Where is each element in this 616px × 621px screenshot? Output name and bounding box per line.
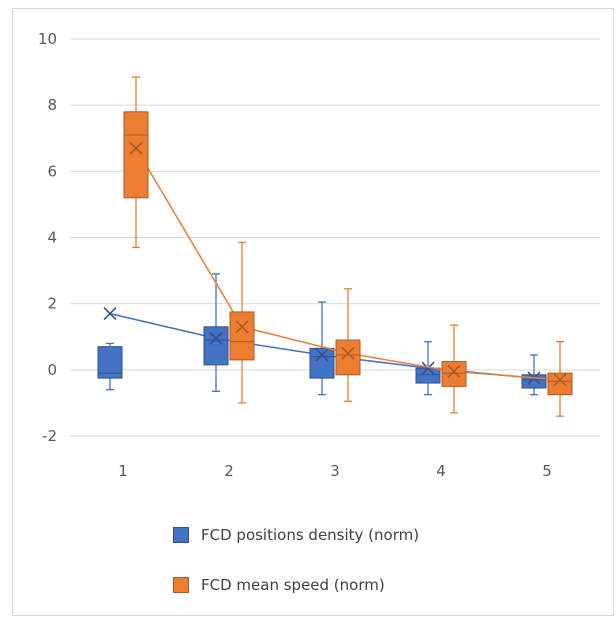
mean-marker — [341, 346, 355, 360]
y-tick-label: 8 — [47, 96, 57, 114]
mean-marker — [209, 331, 223, 345]
y-tick-label: 6 — [47, 162, 57, 180]
x-tick-label: 2 — [224, 462, 234, 480]
mean-marker — [103, 307, 117, 321]
x-tick-label: 5 — [542, 462, 552, 480]
mean-marker — [315, 348, 329, 362]
y-tick-label: -2 — [42, 427, 57, 445]
box — [441, 361, 467, 387]
y-tick-label: 10 — [38, 30, 57, 48]
y-tick-label: 2 — [47, 295, 57, 313]
legend: FCD positions density (norm) FCD mean sp… — [173, 521, 419, 621]
y-tick-label: 0 — [47, 361, 57, 379]
box — [547, 372, 573, 396]
mean-marker — [235, 320, 249, 334]
legend-label-density: FCD positions density (norm) — [201, 526, 420, 544]
box — [335, 339, 361, 376]
mean-marker — [553, 373, 567, 387]
legend-item-density: FCD positions density (norm) — [173, 521, 419, 549]
legend-swatch-density — [173, 527, 189, 543]
x-tick-label: 3 — [330, 462, 340, 480]
box — [415, 367, 441, 384]
legend-label-speed: FCD mean speed (norm) — [201, 576, 385, 594]
box — [309, 347, 335, 379]
legend-swatch-speed — [173, 577, 189, 593]
x-tick-label: 1 — [118, 462, 128, 480]
box — [123, 111, 149, 199]
mean-marker — [129, 141, 143, 155]
chart-frame: 10 8 6 4 2 0 -2 1 2 3 4 5 FCD positions density (no… — [12, 8, 614, 616]
legend-item-speed: FCD mean speed (norm) — [173, 571, 419, 599]
x-tick-label: 4 — [436, 462, 446, 480]
box-plot-chart: 10 8 6 4 2 0 -2 1 2 3 4 5 — [38, 30, 600, 480]
box — [229, 311, 255, 361]
box — [203, 326, 229, 366]
mean-marker — [421, 361, 435, 375]
y-tick-label: 4 — [47, 229, 57, 247]
mean-marker — [447, 364, 461, 379]
